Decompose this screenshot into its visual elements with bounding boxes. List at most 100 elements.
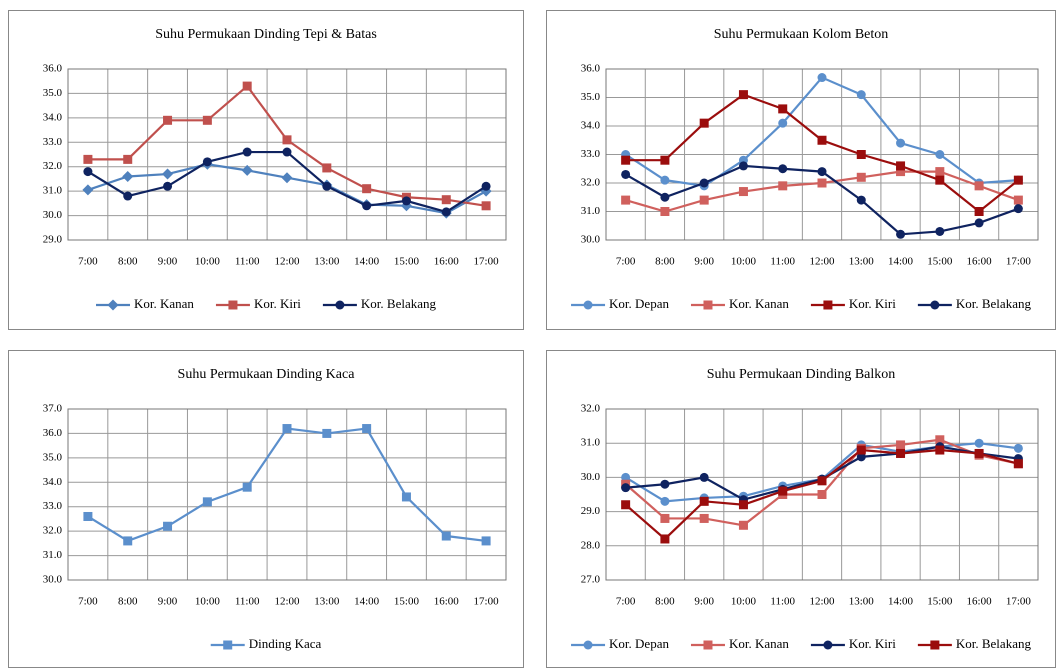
marker	[935, 435, 945, 445]
marker	[660, 534, 670, 544]
marker	[974, 448, 984, 458]
y-tick-label: 34.0	[43, 476, 63, 488]
marker	[660, 496, 670, 506]
marker	[699, 496, 709, 506]
marker	[778, 104, 788, 114]
marker	[202, 157, 212, 167]
marker	[974, 438, 984, 448]
y-tick-label: 36.0	[43, 63, 63, 75]
marker	[856, 195, 866, 205]
y-tick-label: 32.0	[43, 160, 63, 172]
marker	[660, 155, 670, 165]
y-tick-label: 29.0	[43, 234, 63, 246]
marker	[583, 640, 593, 650]
marker	[362, 424, 372, 434]
marker	[481, 536, 491, 546]
y-tick-label: 36.0	[581, 63, 601, 75]
chart-title: Suhu Permukaan Dinding Kaca	[178, 367, 356, 382]
marker	[242, 482, 252, 492]
x-tick-label: 13:00	[849, 256, 875, 268]
marker	[1013, 204, 1023, 214]
legend-label: Kor. Kanan	[729, 296, 789, 311]
marker	[123, 154, 133, 164]
marker	[242, 147, 252, 157]
marker	[856, 452, 866, 462]
y-tick-label: 33.0	[581, 148, 601, 160]
marker	[123, 191, 133, 201]
chart-title: Suhu Permukaan Dinding Tepi & Batas	[155, 27, 377, 42]
marker	[163, 115, 173, 125]
marker	[974, 207, 984, 216]
marker	[322, 181, 332, 191]
y-tick-label: 31.0	[43, 549, 63, 561]
marker	[202, 115, 212, 125]
marker	[738, 90, 748, 100]
marker	[703, 300, 713, 310]
x-tick-label: 15:00	[394, 256, 420, 268]
chart-title: Suhu Permukaan Kolom Beton	[714, 27, 889, 42]
y-tick-label: 30.0	[43, 209, 63, 221]
x-tick-label: 13:00	[314, 596, 340, 608]
marker	[223, 640, 233, 650]
chart-title: Suhu Permukaan Dinding Balkon	[707, 367, 896, 382]
x-tick-label: 9:00	[158, 256, 178, 268]
marker	[107, 299, 119, 311]
x-tick-label: 10:00	[195, 596, 221, 608]
y-tick-label: 33.0	[43, 500, 63, 512]
legend: Kor. Kanan Kor. Kiri Kor. Belakang	[96, 296, 436, 311]
marker	[228, 300, 238, 310]
marker	[441, 207, 451, 217]
chart-frame	[8, 10, 524, 330]
marker	[856, 90, 866, 100]
x-tick-label: 8:00	[655, 256, 675, 268]
chart-frame	[8, 350, 524, 668]
legend-label: Dinding Kaca	[249, 636, 322, 651]
marker	[1013, 443, 1023, 453]
y-tick-label: 32.0	[581, 177, 601, 189]
marker	[163, 521, 173, 531]
marker	[242, 81, 252, 91]
marker	[241, 164, 253, 176]
marker	[817, 167, 827, 177]
marker	[778, 164, 788, 174]
marker	[621, 155, 631, 165]
marker	[322, 163, 332, 173]
marker	[930, 640, 940, 650]
marker	[441, 531, 451, 541]
x-tick-label: 12:00	[274, 596, 300, 608]
chart-panel: Suhu Permukaan Dinding Balkon 27.0 28.0 29.…	[546, 350, 1056, 668]
marker	[481, 181, 491, 191]
legend-label: Kor. Depan	[609, 296, 669, 311]
marker	[621, 169, 631, 179]
y-tick-label: 32.0	[581, 403, 601, 415]
marker	[1013, 459, 1023, 469]
legend-label: Kor. Kanan	[134, 296, 194, 311]
x-tick-label: 15:00	[927, 596, 953, 608]
x-tick-label: 9:00	[694, 256, 714, 268]
marker	[82, 184, 94, 196]
y-tick-label: 32.0	[43, 525, 63, 537]
marker	[83, 167, 93, 177]
marker	[974, 181, 984, 191]
x-tick-label: 17:00	[474, 256, 500, 268]
legend-label: Kor. Depan	[609, 636, 669, 651]
legend-label: Kor. Belakang	[361, 296, 437, 311]
marker	[699, 513, 709, 523]
y-tick-label: 37.0	[43, 403, 63, 415]
marker	[896, 161, 906, 171]
marker	[583, 300, 593, 310]
marker	[738, 500, 748, 510]
legend-label: Kor. Kiri	[849, 636, 896, 651]
marker	[282, 147, 292, 157]
marker	[362, 201, 372, 211]
marker	[856, 445, 866, 455]
chart-panel: Suhu Permukaan Dinding Kaca 30.0 31.0 32.0 3…	[8, 350, 524, 668]
legend: Kor. Depan Kor. Kanan Kor. Kiri Kor. Belaka…	[571, 636, 1031, 651]
x-tick-label: 10:00	[731, 596, 757, 608]
x-tick-label: 7:00	[616, 256, 636, 268]
y-tick-label: 31.0	[43, 185, 63, 197]
marker	[621, 500, 631, 510]
marker	[621, 195, 631, 205]
plot-frame	[605, 408, 1039, 581]
marker	[817, 73, 827, 83]
